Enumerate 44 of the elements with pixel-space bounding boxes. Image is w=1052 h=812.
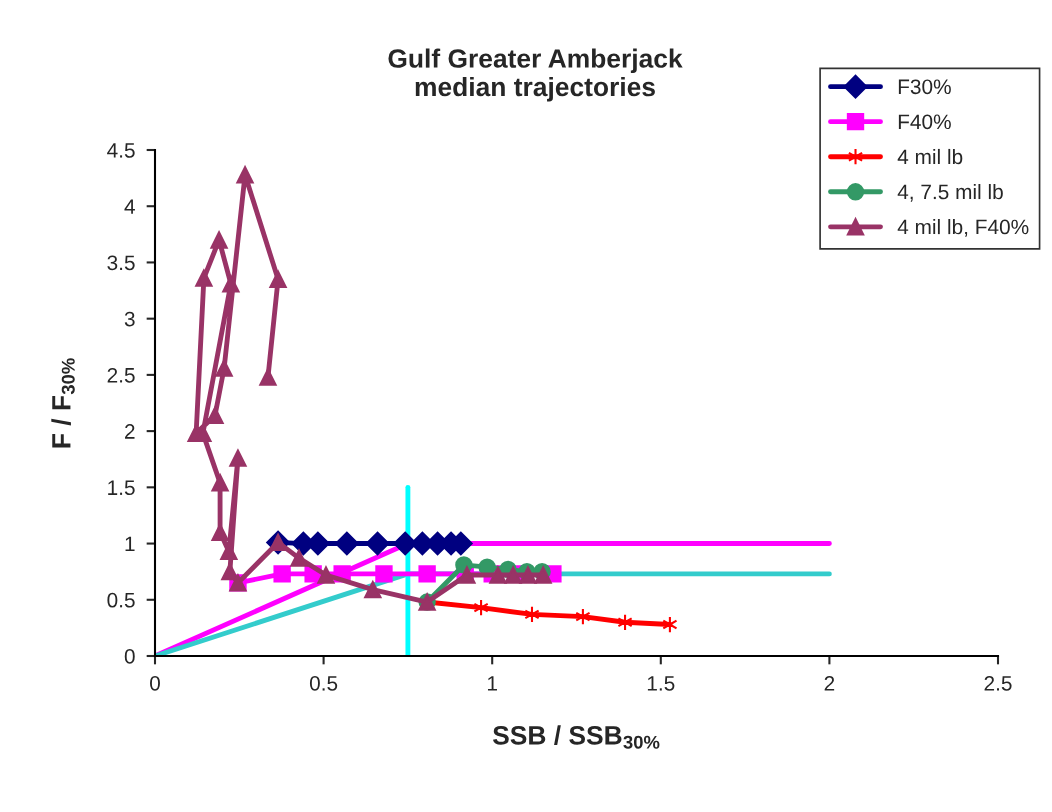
point [222,275,240,293]
point [195,269,213,287]
point [236,166,254,184]
y-tick-label: 1 [125,536,135,552]
y-tick-label: 0.5 [107,592,135,608]
y-tick-label: 4.5 [107,143,135,158]
point [211,474,229,492]
y-tick-label: 4 [124,199,135,214]
y-tick-label: 1.5 [108,480,135,496]
point [365,531,390,556]
chart-title: Gulf Greater Amberjack median trajectories [388,48,683,102]
y-axis-title: F / F$_{30%}$ [51,358,75,448]
point [229,449,247,467]
point [269,270,287,288]
point [364,580,382,599]
legend-label: 4, 7.5 mil lb [897,183,1003,202]
x-axis-title: SSB / SSB$_{30%}$ [492,725,660,749]
legend-label: 4 mil lb [897,148,963,165]
point [335,531,359,556]
y-tick-label: 0 [124,649,135,664]
legend-label: F40% [898,114,951,130]
point [375,565,393,583]
legend-label: 4 mil lb, F40% [897,219,1029,237]
point [290,549,308,567]
point [418,565,436,583]
x-tick-label: 0 [150,675,160,691]
point [215,359,233,377]
y-tick-label: 3.5 [107,255,135,271]
y-tick-label: 3 [124,311,135,327]
point [273,565,291,583]
y-tick-label: 2 [125,424,135,439]
point [489,566,507,584]
point [206,406,224,425]
point [317,566,335,584]
y-tick-label: 2.5 [107,367,135,383]
x-tick-label: 1 [488,676,497,691]
point [259,368,277,386]
x-tick-label: 1.5 [647,676,675,691]
x-tick-label: 2.5 [984,675,1012,691]
x-tick-label: 2 [824,675,835,691]
x-tick-label: 0.5 [309,675,338,691]
point [210,231,228,249]
point [504,566,522,584]
legend-label: F30% [898,79,951,95]
